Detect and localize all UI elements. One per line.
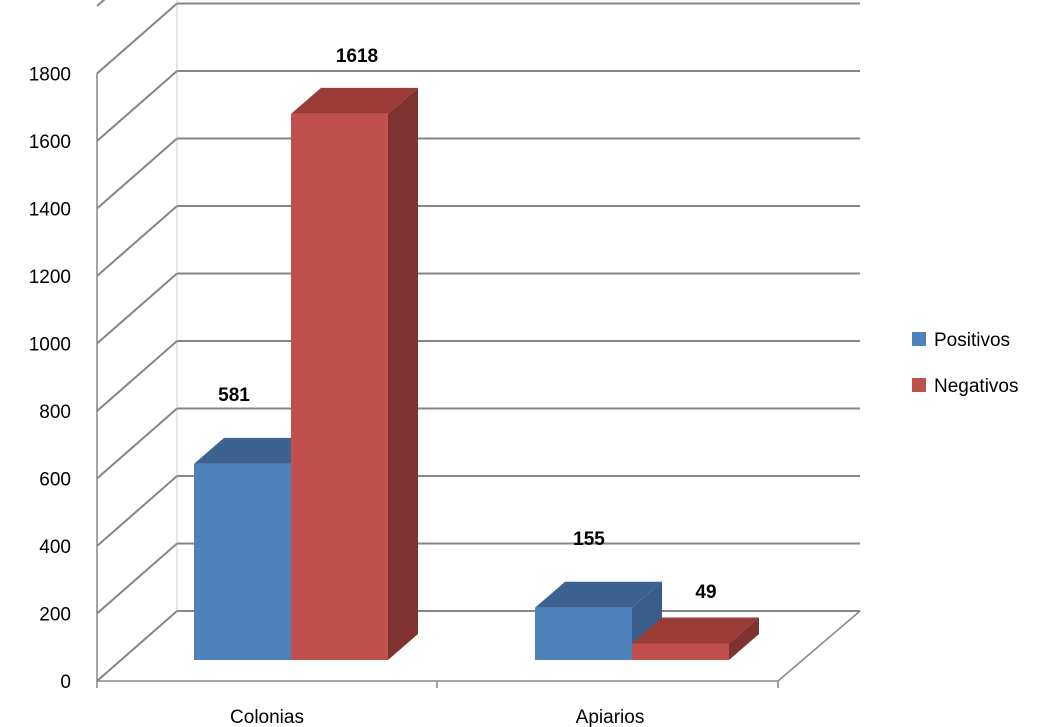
y-tick-label: 800	[39, 402, 71, 423]
bar-negativos-apiarios-front	[632, 643, 729, 660]
y-tick-label: 200	[39, 605, 71, 626]
legend-label: Positivos	[934, 330, 1010, 351]
data-label: 155	[573, 529, 605, 550]
bar-negativos-apiarios-top	[632, 617, 759, 644]
data-label: 49	[695, 582, 716, 603]
side-wall-top-edge	[96, 0, 106, 7]
bar-positivos-colonias-front	[194, 463, 291, 660]
y-tick-label: 1800	[29, 65, 71, 86]
legend-label: Negativos	[934, 376, 1019, 397]
bar-positivos-apiarios-top	[535, 581, 662, 608]
x-tick-label: Apiarios	[576, 707, 645, 727]
legend-swatch	[912, 332, 926, 346]
side-wall-gridline	[96, 475, 178, 547]
side-wall-gridline	[96, 610, 178, 682]
legend-item-positivos: Positivos	[912, 330, 1010, 351]
bar-positivos-apiarios-front	[535, 607, 632, 660]
bar-positivos-colonias-top	[194, 437, 321, 464]
side-wall-gridline	[96, 340, 178, 412]
y-tick-label: 600	[39, 470, 71, 491]
bar-negativos-apiarios	[632, 617, 759, 660]
bar-negativos-colonias-side	[388, 87, 418, 661]
bar-negativos-apiarios-side	[729, 617, 759, 660]
y-tick-label: 400	[39, 537, 71, 558]
bar-negativos-colonias	[291, 87, 418, 661]
x-tick-label: Colonias	[230, 707, 304, 727]
y-tick-label: 1200	[29, 267, 71, 288]
bar-negativos-colonias-top	[291, 87, 418, 114]
legend: Positivos Negativos	[912, 330, 1019, 397]
side-wall-gridline	[96, 2, 178, 75]
side-wall-gridline	[96, 272, 178, 345]
bar-positivos-apiarios	[535, 581, 662, 660]
y-tick-label: 1000	[29, 335, 71, 356]
y-tick-label: 1400	[29, 200, 71, 221]
legend-item-negativos: Negativos	[912, 376, 1019, 397]
data-labels: 581 1618 155 49	[218, 46, 716, 603]
data-label: 1618	[336, 46, 378, 67]
bars	[194, 87, 759, 661]
floor-right-edge	[777, 610, 861, 682]
bar-negativos-colonias-front	[291, 113, 388, 661]
side-wall-gridline	[96, 205, 178, 277]
side-wall-gridline	[96, 70, 178, 142]
data-label: 581	[218, 385, 250, 406]
y-tick-label: 0	[60, 672, 71, 693]
legend-swatch	[912, 378, 926, 392]
side-wall-gridline	[96, 137, 178, 210]
side-wall-gridline	[96, 407, 178, 480]
y-tick-label: 1600	[29, 132, 71, 153]
axes: 0 200 400 600 800 1000 1200 1400 1600 1800 Colonia…	[29, 65, 779, 727]
side-wall-gridline	[96, 542, 178, 615]
